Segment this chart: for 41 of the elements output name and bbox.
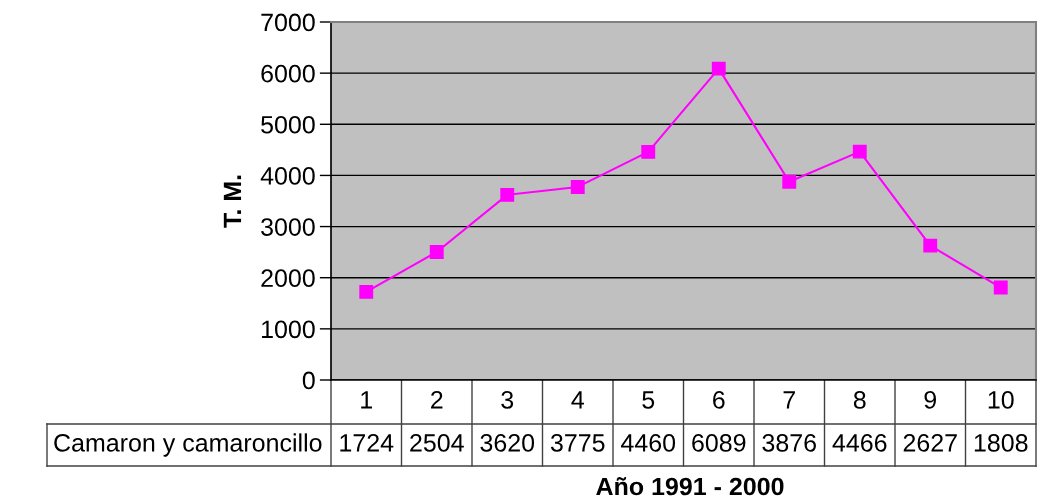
text: Camaron y camaroncillo [54,433,322,457]
data-label: 4460 [621,434,676,452]
point [429,244,444,259]
y-tick-label: 0 [302,371,315,390]
point [500,187,515,202]
x-axis-title: Año 1991 - 2000 [596,477,784,496]
x-tick-label: 3 [501,391,514,409]
point [570,179,585,194]
y-axis-title: T. M. [223,175,242,228]
data-label: 4466 [832,434,887,452]
x-tick-label: 9 [924,391,937,409]
data-label: 3775 [550,434,605,452]
point [641,144,656,159]
x-tick-label: 5 [642,391,655,409]
point [852,144,867,159]
data-label: 3620 [480,434,535,452]
x-tick-label: 4 [571,391,584,409]
point [923,238,938,253]
x-tick-label: 6 [713,391,725,409]
x-tick-label: 7 [783,391,795,409]
data-label: 2504 [410,434,464,452]
point [993,280,1008,295]
y-tick-label: 6000 [261,64,315,83]
data-label: 1724 [340,434,394,452]
data-label: 3876 [762,434,816,452]
point [359,284,374,299]
point [711,61,726,76]
data-label: 6089 [692,434,746,452]
y-tick-label: 3000 [261,218,315,236]
y-tick-label: 4000 [260,167,315,185]
x-tick-label: 8 [853,391,866,409]
point [782,174,797,189]
x-tick-label: 10 [988,391,1014,409]
x-tick-label: 2 [431,391,443,409]
y-tick-label: 2000 [261,269,315,288]
y-tick-label: 7000 [261,13,315,32]
data-label: 1808 [974,434,1028,452]
x-tick-label: 1 [361,391,372,409]
y-tick-label: 5000 [261,115,315,134]
data-label: 2627 [903,434,957,452]
y-tick-label: 1000 [262,320,315,339]
